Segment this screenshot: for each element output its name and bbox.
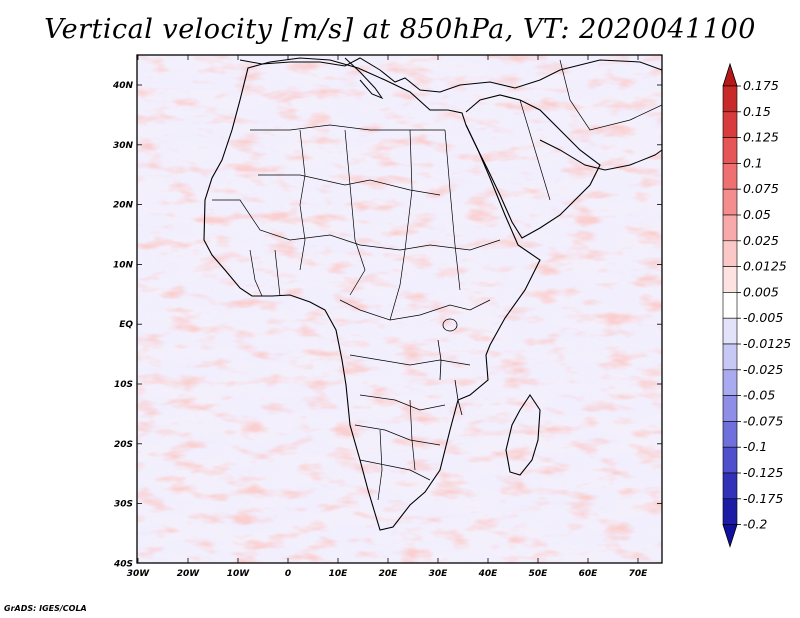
colorbar-label: -0.05 bbox=[743, 388, 775, 403]
country-borders bbox=[212, 59, 662, 501]
colorbar-label: 0.05 bbox=[743, 207, 771, 222]
lon-tick-label: 70E bbox=[629, 569, 649, 579]
map-frame bbox=[136, 54, 663, 564]
colorbar-segment bbox=[722, 111, 738, 138]
italy-coast bbox=[344, 57, 384, 100]
colorbar-label: -0.2 bbox=[743, 517, 767, 532]
colorbar-bottom-triangle bbox=[722, 524, 738, 548]
colorbar-label: -0.0125 bbox=[743, 336, 791, 351]
lon-tick-label: 50E bbox=[529, 569, 549, 579]
colorbar-label: -0.025 bbox=[743, 362, 783, 377]
lon-tick-label: 10E bbox=[329, 569, 349, 579]
colorbar-segment bbox=[722, 266, 738, 293]
lat-tick-label: 30S bbox=[114, 500, 133, 510]
lat-tick-label: 30N bbox=[113, 141, 134, 151]
lon-tick-label: 30W bbox=[127, 569, 151, 579]
colorbar-label: 0.075 bbox=[743, 181, 779, 196]
colorbar-label: 0.125 bbox=[743, 130, 779, 145]
colorbar-label: -0.1 bbox=[743, 439, 767, 454]
lon-tick-label: 20E bbox=[379, 569, 399, 579]
lat-tick-label: 40N bbox=[112, 81, 134, 91]
colorbar: 0.175 0.15 0.125 0.1 0.075 0.05 0.025 0.0125 0.0… bbox=[722, 62, 791, 548]
lon-tick-label: 40E bbox=[478, 569, 499, 579]
colorbar-top-triangle bbox=[722, 62, 738, 87]
lake-victoria bbox=[442, 318, 458, 332]
map-area bbox=[137, 55, 662, 563]
lon-tick-label: 0 bbox=[285, 569, 291, 579]
colorbar-label: 0.025 bbox=[743, 233, 779, 248]
lake-tanganyika bbox=[437, 339, 442, 381]
colorbar-segment bbox=[722, 163, 738, 190]
lat-tick-label: 20N bbox=[113, 201, 134, 211]
lake-malawi bbox=[454, 379, 463, 416]
persian-gulf-coast bbox=[539, 139, 662, 171]
colorbar-label: -0.075 bbox=[743, 413, 783, 428]
grads-credit: GrADS: IGES/COLA bbox=[4, 604, 87, 613]
colorbar-label: 0.005 bbox=[743, 284, 779, 299]
colorbar-segment bbox=[722, 188, 738, 216]
colorbar-segment bbox=[722, 421, 738, 448]
colorbar-segment bbox=[722, 343, 738, 371]
africa-coastline bbox=[203, 57, 541, 531]
vertical-velocity-field bbox=[137, 55, 662, 563]
colorbar-label: -0.005 bbox=[743, 310, 783, 325]
lon-tick-label: 30E bbox=[429, 569, 449, 579]
colorbar-segment bbox=[722, 137, 738, 164]
colorbar-segment bbox=[722, 498, 738, 525]
lat-tick-label: EQ bbox=[119, 320, 133, 330]
colorbar-segment bbox=[722, 446, 738, 474]
colorbar-segment bbox=[722, 395, 738, 422]
lat-tick-label: 40S bbox=[113, 559, 133, 569]
lat-tick-label: 10S bbox=[114, 380, 133, 390]
arabia-coastline bbox=[465, 94, 601, 239]
chart-title: Vertical velocity [m/s] at 850hPa, VT: 2… bbox=[44, 14, 756, 45]
colorbar-label: 0.175 bbox=[743, 78, 779, 93]
lon-tick-label: 10W bbox=[227, 569, 251, 579]
inner-ticks bbox=[137, 55, 662, 563]
colorbar-segment bbox=[722, 369, 738, 396]
lon-tick-label: 60E bbox=[579, 569, 599, 579]
colorbar-segment bbox=[722, 292, 738, 319]
colorbar-segment bbox=[722, 472, 738, 500]
colorbar-label: -0.175 bbox=[743, 491, 783, 506]
lat-tick-label: 20S bbox=[114, 440, 133, 450]
latitude-tick-labels: 40N 30N 20N 10N EQ 10S 20S 30S 40S bbox=[112, 81, 134, 569]
colorbar-segment bbox=[722, 214, 738, 242]
colorbar-segment bbox=[722, 317, 738, 345]
lon-tick-label: 20W bbox=[177, 569, 201, 579]
europe-coastline bbox=[239, 57, 662, 93]
colorbar-label: 0.1 bbox=[743, 155, 763, 170]
colorbar-label: -0.125 bbox=[743, 465, 783, 480]
colorbar-segment bbox=[722, 85, 738, 113]
colorbar-label: 0.15 bbox=[743, 104, 771, 119]
colorbar-label: 0.0125 bbox=[743, 259, 787, 274]
madagascar-coastline bbox=[505, 394, 541, 476]
lat-tick-label: 10N bbox=[113, 260, 134, 270]
longitude-tick-labels: 30W 20W 10W 0 10E 20E 30E 40E 50E 60E 70E bbox=[127, 569, 648, 579]
colorbar-segment bbox=[722, 240, 738, 267]
